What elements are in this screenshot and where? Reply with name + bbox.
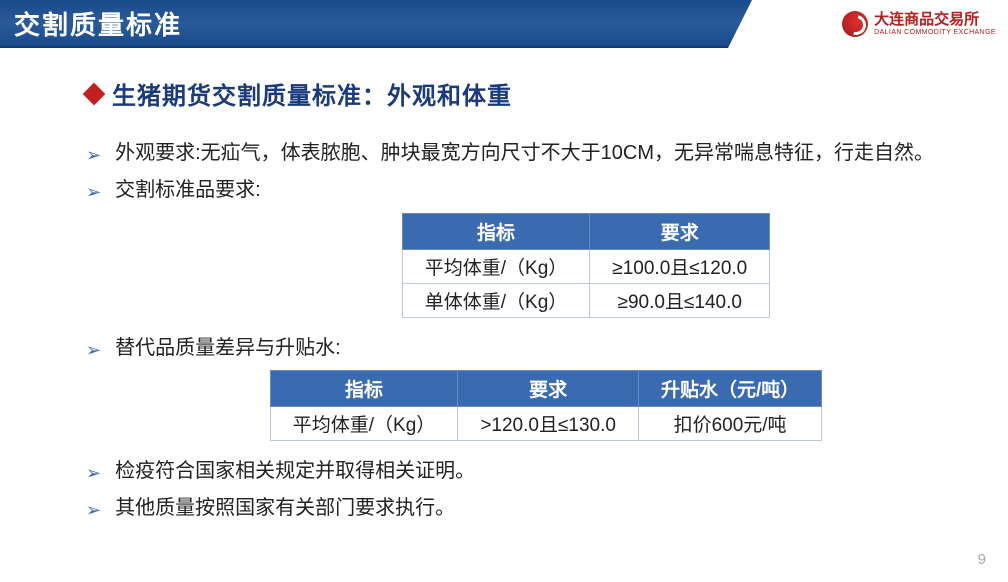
bullet-list: ➢ 外观要求:无疝气，体表脓胞、肿块最宽方向尺寸不大于10CM，无异常喘息特征，… (86, 137, 966, 207)
logo-text-en: DALIAN COMMODITY EXCHANGE (874, 29, 996, 36)
arrow-icon: ➢ (86, 496, 101, 525)
table-header-cell: 指标 (402, 213, 590, 249)
table-standard: 指标 要求 平均体重/（Kg） ≥100.0且≤120.0 单体体重/（Kg） … (402, 213, 770, 318)
table-cell: 平均体重/（Kg） (402, 249, 590, 283)
table-standard-wrap: 指标 要求 平均体重/（Kg） ≥100.0且≤120.0 单体体重/（Kg） … (86, 213, 966, 318)
table-substitute-wrap: 指标 要求 升贴水（元/吨） 平均体重/（Kg） >120.0且≤130.0 扣… (86, 370, 966, 441)
slide-header: 交割质量标准 大连商品交易所 DALIAN COMMODITY EXCHANGE (0, 0, 1008, 48)
bullet-item-substitute: ➢ 替代品质量差异与升贴水: (86, 332, 966, 365)
table-header-cell: 要求 (590, 213, 770, 249)
page-number: 9 (978, 551, 986, 568)
table-row: 平均体重/（Kg） ≥100.0且≤120.0 (402, 249, 769, 283)
table-cell: 平均体重/（Kg） (270, 407, 458, 441)
table-cell: 扣价600元/吨 (638, 407, 821, 441)
table-header-cell: 要求 (458, 371, 639, 407)
main-heading: 生猪期货交割质量标准：外观和体重 (86, 76, 966, 111)
table-header-cell: 指标 (270, 371, 458, 407)
arrow-icon: ➢ (86, 336, 101, 365)
table-header-row: 指标 要求 升贴水（元/吨） (270, 371, 821, 407)
table-row: 单体体重/（Kg） ≥90.0且≤140.0 (402, 283, 769, 317)
bullet-text: 检疫符合国家相关规定并取得相关证明。 (115, 455, 966, 487)
bullet-text: 替代品质量差异与升贴水: (115, 332, 966, 364)
table-header-row: 指标 要求 (402, 213, 769, 249)
slide-header-title: 交割质量标准 (14, 5, 182, 42)
arrow-icon: ➢ (86, 141, 101, 170)
logo-area: 大连商品交易所 DALIAN COMMODITY EXCHANGE (728, 0, 1008, 48)
logo-text-cn: 大连商品交易所 (874, 12, 996, 27)
main-heading-text: 生猪期货交割质量标准：外观和体重 (112, 76, 512, 111)
table-cell: 单体体重/（Kg） (402, 283, 590, 317)
table-row: 平均体重/（Kg） >120.0且≤130.0 扣价600元/吨 (270, 407, 821, 441)
bullet-text: 其他质量按照国家有关部门要求执行。 (115, 492, 966, 524)
bullet-item-other-quality: ➢ 其他质量按照国家有关部门要求执行。 (86, 492, 966, 525)
logo-text: 大连商品交易所 DALIAN COMMODITY EXCHANGE (874, 12, 996, 36)
slide-body: 生猪期货交割质量标准：外观和体重 ➢ 外观要求:无疝气，体表脓胞、肿块最宽方向尺… (0, 48, 1008, 525)
bullet-list: ➢ 替代品质量差异与升贴水: (86, 332, 966, 365)
logo-icon (842, 11, 868, 37)
bullet-item-standard: ➢ 交割标准品要求: (86, 174, 966, 207)
table-cell: >120.0且≤130.0 (458, 407, 639, 441)
table-substitute: 指标 要求 升贴水（元/吨） 平均体重/（Kg） >120.0且≤130.0 扣… (270, 370, 822, 441)
table-header-cell: 升贴水（元/吨） (638, 371, 821, 407)
table-cell: ≥90.0且≤140.0 (590, 283, 770, 317)
bullet-item-quarantine: ➢ 检疫符合国家相关规定并取得相关证明。 (86, 455, 966, 488)
arrow-icon: ➢ (86, 459, 101, 488)
table-cell: ≥100.0且≤120.0 (590, 249, 770, 283)
bullet-text: 交割标准品要求: (115, 174, 966, 206)
arrow-icon: ➢ (86, 178, 101, 207)
diamond-icon (83, 82, 106, 105)
bullet-list: ➢ 检疫符合国家相关规定并取得相关证明。 ➢ 其他质量按照国家有关部门要求执行。 (86, 455, 966, 525)
bullet-item-appearance: ➢ 外观要求:无疝气，体表脓胞、肿块最宽方向尺寸不大于10CM，无异常喘息特征，… (86, 137, 966, 170)
bullet-text: 外观要求:无疝气，体表脓胞、肿块最宽方向尺寸不大于10CM，无异常喘息特征，行走… (115, 137, 966, 169)
